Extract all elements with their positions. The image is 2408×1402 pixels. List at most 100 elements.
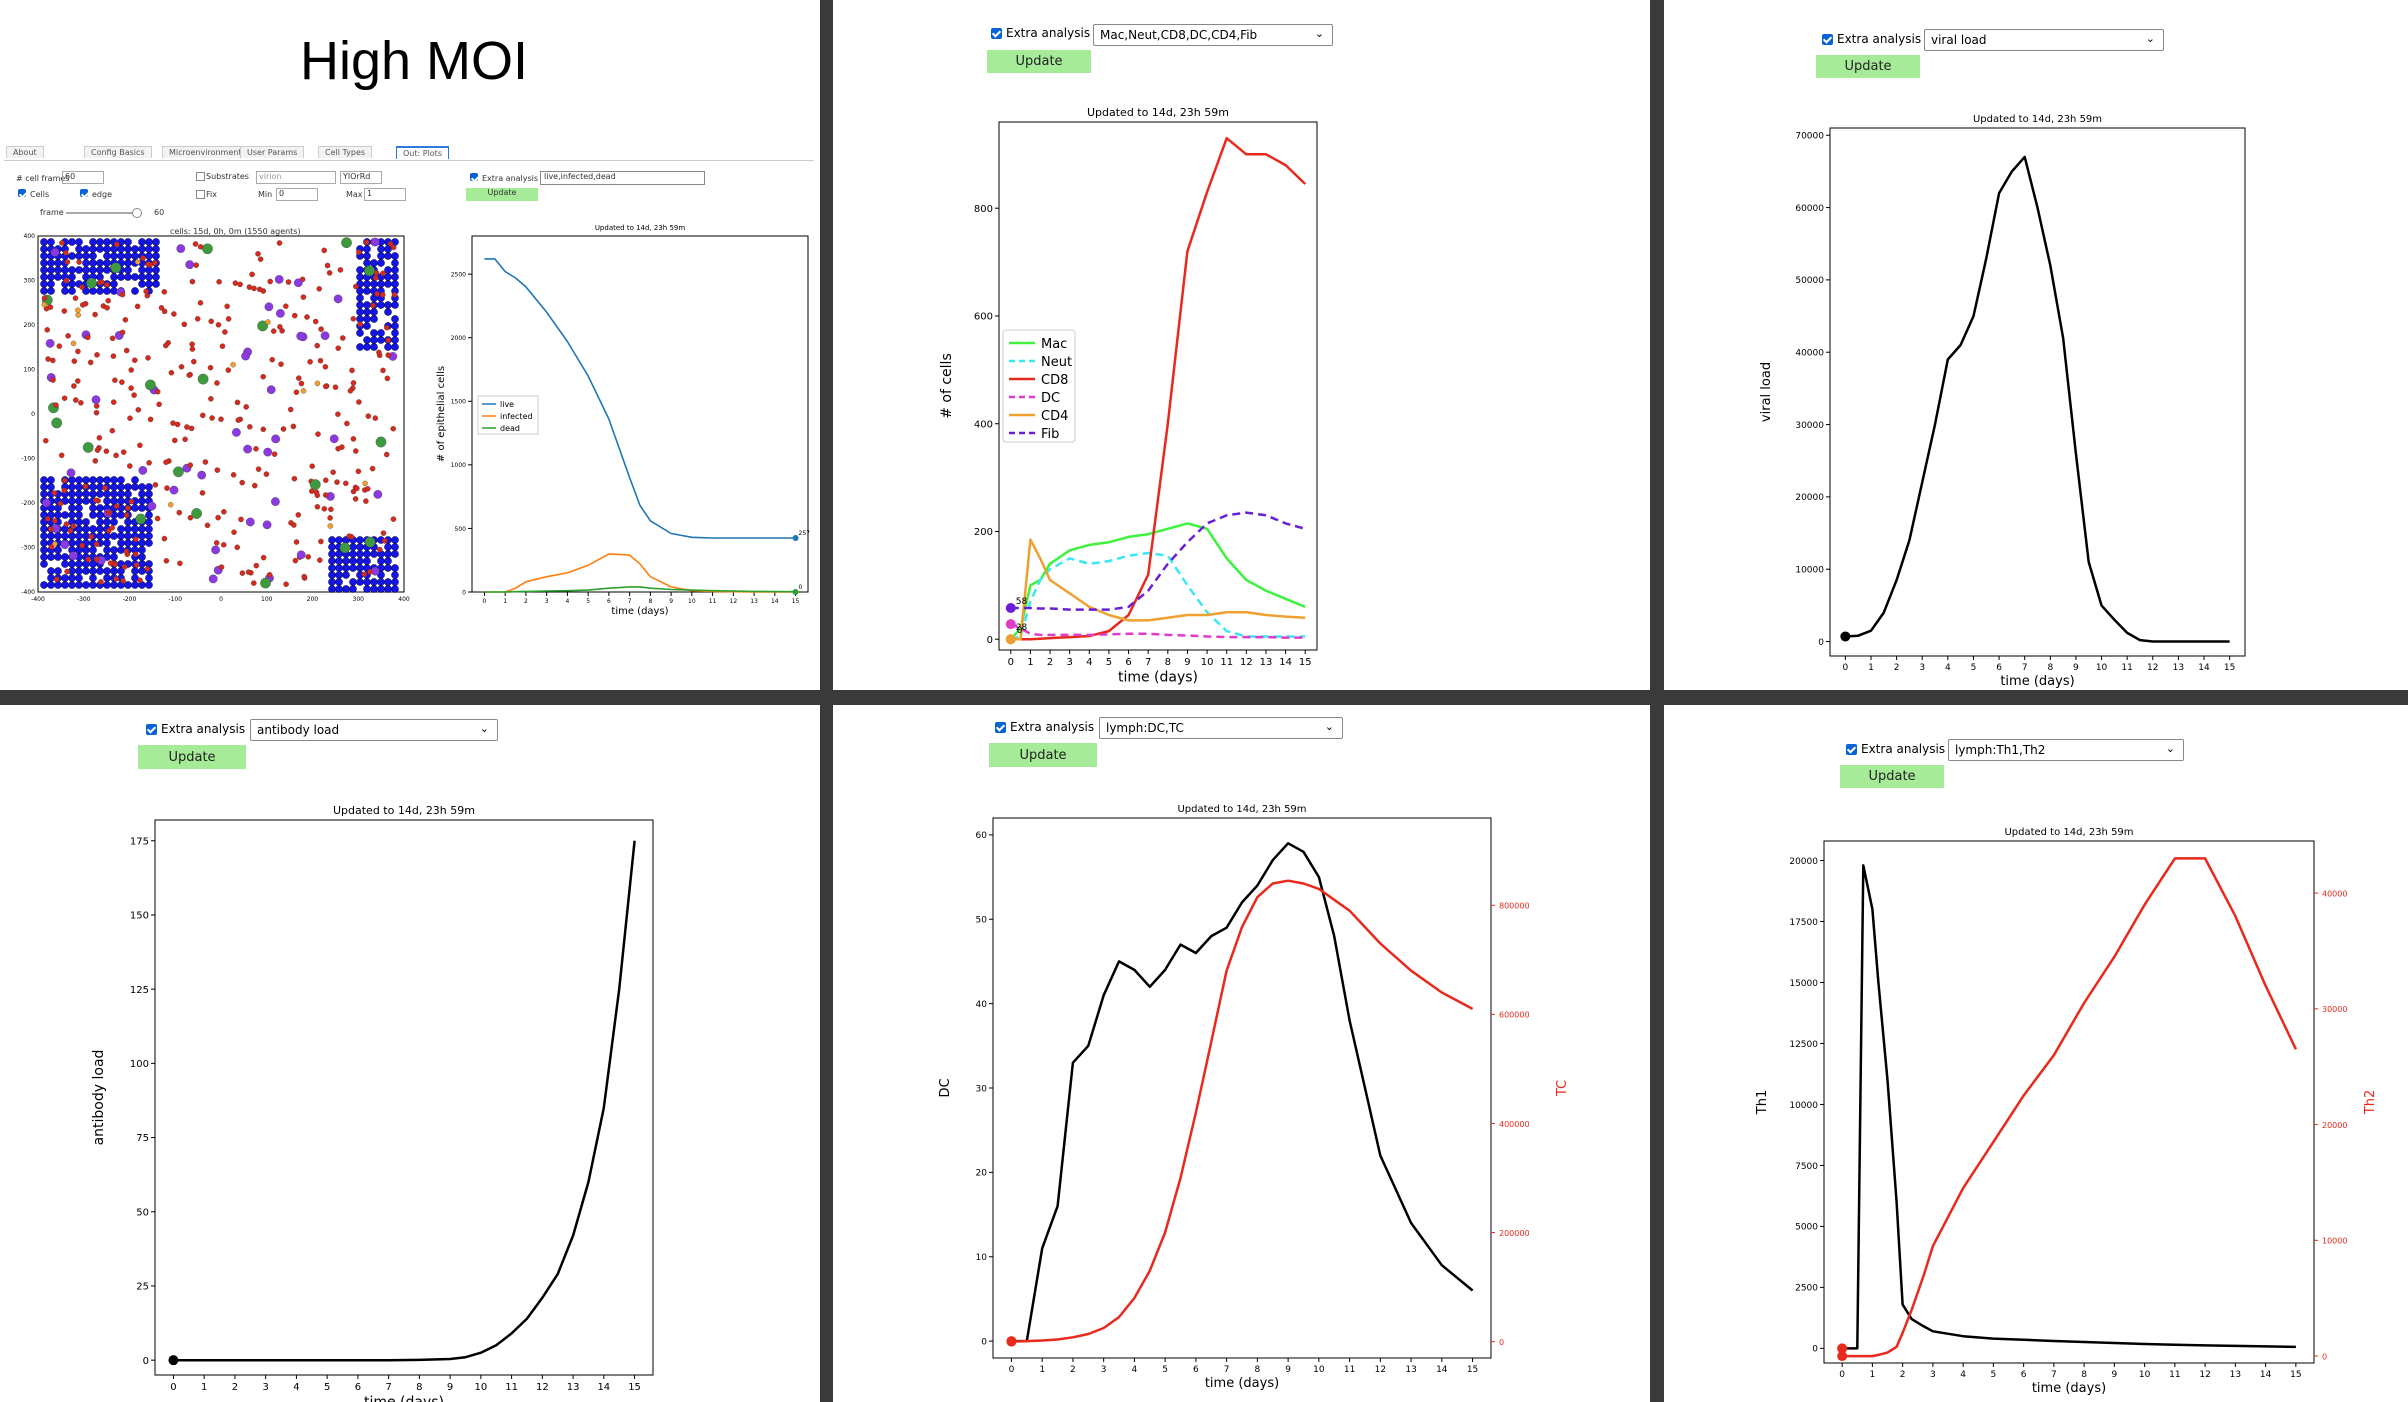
epithelial-cell — [47, 287, 55, 295]
x-tick-label: 300 — [353, 596, 365, 603]
y-tick-label: 75 — [136, 1133, 149, 1144]
max-input[interactable]: 1 — [364, 188, 406, 201]
series-start-point — [1005, 634, 1016, 645]
mini-extra-select[interactable]: live,infected,dead — [540, 171, 705, 185]
macrophage-cell — [271, 497, 280, 506]
min-input[interactable]: 0 — [276, 188, 318, 201]
y-axis-label: antibody load — [91, 1050, 107, 1146]
immune-cell — [61, 487, 68, 494]
immune-cell — [113, 576, 119, 582]
macrophage-cell — [169, 485, 179, 495]
infected-cell — [341, 237, 352, 249]
update-button[interactable]: Update — [138, 745, 246, 769]
mini-update-button[interactable]: Update — [466, 188, 538, 201]
analysis-select[interactable]: antibody load ⌄ — [250, 719, 498, 741]
y-tick-label: 10000 — [1795, 566, 1824, 576]
substrates-checkbox[interactable] — [196, 172, 205, 181]
update-button[interactable]: Update — [989, 743, 1097, 767]
y-tick-label: 20 — [976, 1169, 988, 1179]
immune-cell — [216, 279, 222, 285]
extra-analysis-checkbox[interactable] — [995, 721, 1006, 733]
y-tick-label: 500 — [455, 526, 467, 533]
update-button[interactable]: Update — [987, 50, 1091, 73]
tab-about[interactable]: About — [6, 146, 44, 158]
y2-tick-label: 30000 — [2322, 1005, 2347, 1014]
tab-user-params[interactable]: User Params — [240, 146, 305, 158]
y-tick-label: 800 — [974, 204, 993, 215]
analysis-select[interactable]: Mac,Neut,CD8,DC,CD4,Fib ⌄ — [1093, 24, 1333, 46]
immune-cell — [309, 488, 315, 494]
cells-checkbox[interactable] — [18, 189, 26, 197]
immune-cell — [218, 564, 225, 570]
x-tick-label: 15 — [2290, 1370, 2301, 1380]
update-button[interactable]: Update — [1840, 765, 1944, 788]
tab-config-basics[interactable]: Config Basics — [84, 146, 152, 158]
immune-cell — [131, 392, 137, 398]
y-tick-label: 0 — [31, 411, 35, 418]
y-tick-label: 2000 — [451, 335, 466, 342]
macrophage-cell — [243, 444, 252, 454]
y-tick-label: 0 — [981, 1337, 987, 1347]
extra-analysis-label: Extra analysis — [1861, 742, 1946, 756]
immune-cell — [71, 358, 78, 364]
immune-cell — [191, 358, 197, 365]
y-tick-label: 50 — [136, 1207, 149, 1218]
epithelial-cell — [384, 308, 392, 316]
x-tick-label: 6 — [1125, 657, 1131, 668]
immune-cell — [172, 437, 178, 444]
y2-tick-label: 10000 — [2322, 1237, 2347, 1246]
cell-frames-input[interactable]: 60 — [62, 171, 104, 184]
infected-cell — [86, 277, 97, 289]
immune-cell — [67, 527, 74, 534]
immune-cell — [93, 541, 100, 547]
immune-cell — [132, 357, 138, 363]
immune-cell — [322, 492, 329, 498]
y-tick-label: 600 — [974, 312, 993, 323]
extra-analysis-checkbox[interactable] — [146, 723, 157, 735]
frame-slider[interactable] — [66, 212, 138, 214]
tab-cell-types[interactable]: Cell Types — [318, 146, 373, 158]
extra-analysis-checkbox[interactable] — [1846, 743, 1857, 755]
series-start-point — [1837, 1351, 1848, 1362]
frame-slider-handle[interactable] — [132, 208, 142, 218]
immune-cell — [243, 404, 249, 410]
extra-analysis-checkbox[interactable] — [991, 27, 1002, 39]
immune-cell — [322, 383, 329, 390]
immune-cell — [251, 580, 257, 586]
tab-out-plots[interactable]: Out: Plots — [396, 146, 449, 159]
extra-analysis-checkbox[interactable] — [1822, 33, 1833, 45]
immune-cell — [61, 395, 68, 401]
fix-checkbox[interactable] — [196, 190, 205, 199]
immune-cell — [347, 388, 354, 394]
x-tick-label: 9 — [2112, 1370, 2118, 1380]
immune-cell — [113, 452, 119, 459]
analysis-select[interactable]: lymph:DC,TC ⌄ — [1099, 717, 1343, 739]
update-button[interactable]: Update — [1816, 55, 1920, 78]
x-tick-label: 15 — [2224, 663, 2235, 673]
immune-cell — [144, 566, 151, 572]
immune-cell — [128, 498, 135, 505]
infected-cell — [197, 373, 209, 385]
x-tick-label: 7 — [1224, 1365, 1230, 1375]
x-tick-label: 3 — [545, 598, 549, 605]
edge-checkbox[interactable] — [80, 189, 88, 197]
x-tick-label: 10 — [2139, 1370, 2151, 1380]
immune-cell — [177, 560, 183, 567]
immune-cell — [208, 318, 214, 325]
y-tick-label: 30 — [976, 1084, 988, 1094]
immune-cell — [255, 251, 261, 257]
x-tick-label: 0 — [1008, 657, 1014, 668]
immune-cell — [132, 551, 139, 557]
x-tick-label: 12 — [1240, 657, 1253, 668]
immune-cell — [350, 380, 357, 386]
immune-cell — [234, 399, 241, 406]
analysis-select[interactable]: lymph:Th1,Th2 ⌄ — [1948, 739, 2184, 761]
analysis-select[interactable]: viral load ⌄ — [1924, 29, 2164, 51]
x-tick-label: 14 — [597, 1382, 610, 1393]
substrate-select[interactable]: virion — [256, 171, 336, 184]
immune-cell — [128, 367, 134, 373]
infected-cell — [135, 513, 147, 525]
y-tick-label: 20000 — [1789, 857, 1818, 867]
colormap-select[interactable]: YlOrRd — [340, 171, 382, 184]
mini-extra-checkbox[interactable] — [470, 173, 478, 181]
